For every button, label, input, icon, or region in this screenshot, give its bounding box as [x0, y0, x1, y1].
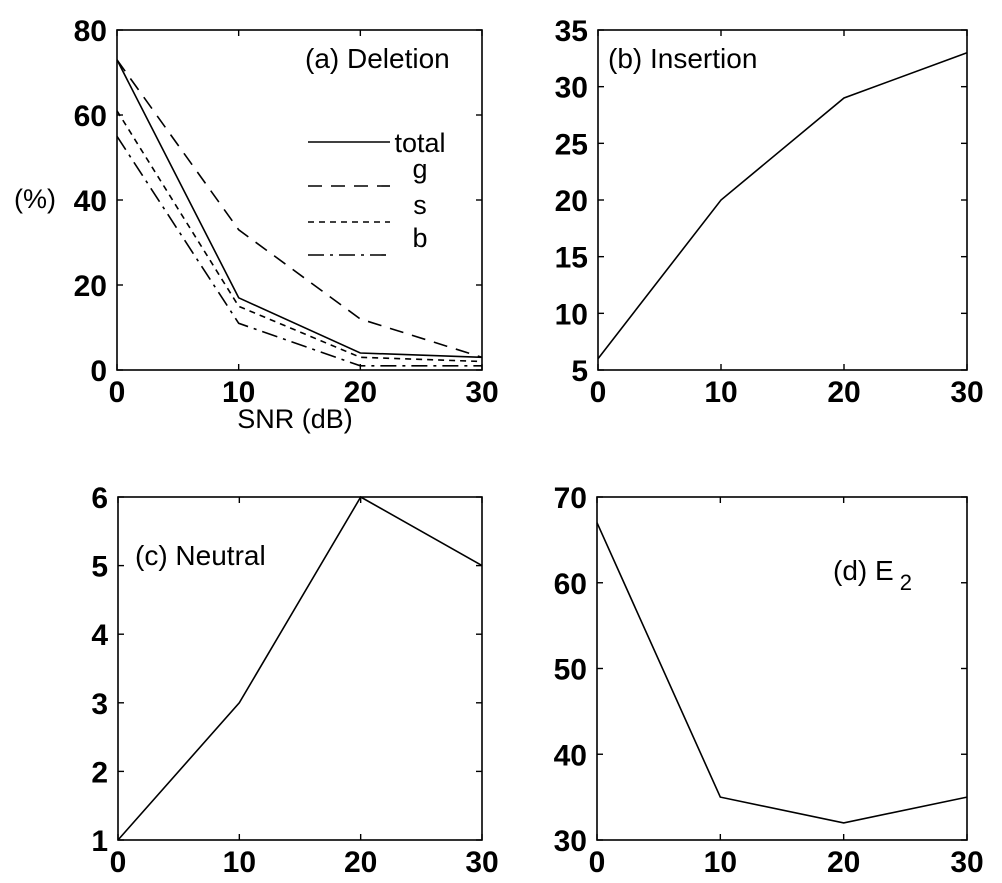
y-tick-label: 1 — [91, 825, 108, 858]
y-tick-label: 25 — [555, 128, 588, 161]
y-tick-label: 2 — [91, 756, 108, 789]
series-line-series-1 — [597, 51, 968, 360]
series-line-g — [116, 59, 483, 359]
x-tick-label: 10 — [704, 376, 737, 409]
panel-title: (b) Insertion — [608, 43, 757, 74]
chart-panel-c: 0 10 20 30 1 2 3 4 5 6 (c) Neutral — [91, 482, 498, 879]
x-tick-label: 10 — [223, 846, 256, 879]
y-tick-label: 50 — [554, 654, 587, 687]
y-tick-label: 20 — [555, 185, 588, 218]
x-tick-label: 0 — [109, 376, 126, 409]
x-tick-label: 20 — [827, 376, 860, 409]
x-axis-label: SNR (dB) — [237, 404, 353, 434]
y-tick-label: 0 — [90, 355, 107, 388]
y-tick-label: 20 — [74, 270, 107, 303]
x-tick-label: 30 — [950, 846, 983, 879]
y-tick-label: 30 — [554, 825, 587, 858]
x-tick-label: 0 — [110, 846, 127, 879]
y-tick-label: 5 — [91, 551, 108, 584]
series-line-series-1 — [596, 522, 968, 824]
y-tick-label: 40 — [74, 185, 107, 218]
x-tick-label: 10 — [222, 376, 255, 409]
x-tick-label: 20 — [827, 846, 860, 879]
y-tick-label: 15 — [555, 242, 588, 275]
x-tick-label: 20 — [344, 846, 377, 879]
y-tick-label: 4 — [91, 619, 108, 652]
chart-panel-b: 0 10 20 30 5 10 15 20 25 30 35 (b) Insertion — [555, 15, 984, 409]
series-line-b — [116, 135, 482, 367]
panel-title: (a) Deletion — [305, 43, 450, 74]
y-tick-label: 30 — [555, 72, 588, 105]
legend-label-s: s — [413, 190, 427, 220]
series-line-total — [116, 59, 483, 359]
x-tick-label: 0 — [589, 846, 606, 879]
y-tick-label: 35 — [555, 15, 588, 48]
x-tick-label: 30 — [465, 376, 498, 409]
series-line-series-1 — [117, 495, 483, 841]
y-tick-label: 60 — [74, 100, 107, 133]
legend-label-b: b — [412, 223, 427, 253]
x-tick-label: 0 — [590, 376, 607, 409]
y-tick-label: 3 — [91, 688, 108, 721]
series-line-s — [116, 110, 483, 363]
x-tick-label: 30 — [465, 846, 498, 879]
plot-frame — [117, 496, 483, 841]
panel-title: (c) Neutral — [135, 540, 266, 571]
panel-title-subscript: 2 — [900, 570, 912, 595]
plot-frame — [597, 29, 968, 371]
y-tick-label: 70 — [554, 482, 587, 515]
x-tick-label: 30 — [950, 376, 983, 409]
legend-label-g: g — [412, 154, 427, 184]
y-axis-label: (%) — [14, 184, 56, 214]
x-tick-label: 20 — [344, 376, 377, 409]
y-tick-label: 10 — [555, 298, 588, 331]
y-tick-label: 6 — [91, 482, 108, 515]
y-tick-label: 60 — [554, 568, 587, 601]
legend-label-total: total — [394, 128, 445, 158]
plot-frame — [596, 496, 968, 841]
y-tick-label: 80 — [74, 15, 107, 48]
y-tick-label: 40 — [554, 739, 587, 772]
y-tick-label: 5 — [571, 355, 588, 388]
x-tick-label: 10 — [704, 846, 737, 879]
